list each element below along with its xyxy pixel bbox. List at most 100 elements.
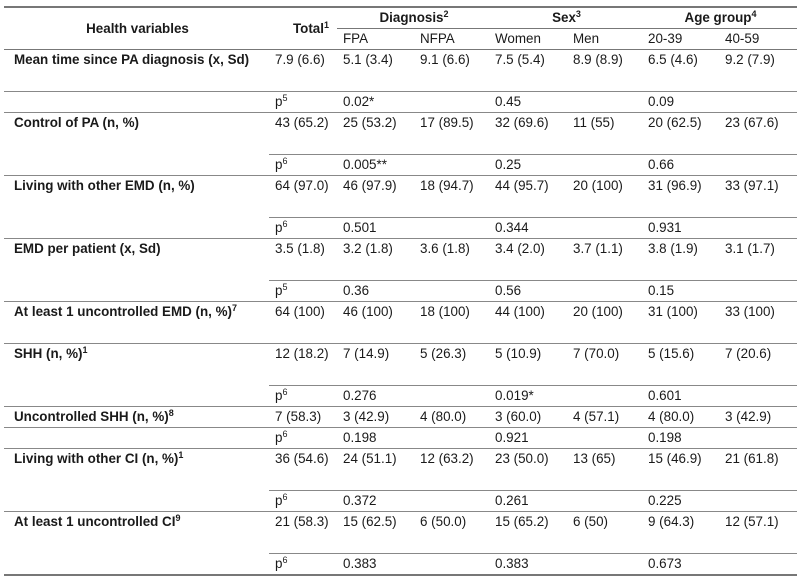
cell-value: 24 (51.1): [337, 448, 414, 491]
cell-value: 46 (100): [337, 301, 414, 344]
cell-value: 21 (61.8): [719, 448, 798, 491]
p-value-age: 0.198: [642, 427, 720, 449]
empty-cell: [4, 217, 269, 239]
row-label: At least 1 uncontrolled EMD (n, %)7: [4, 301, 269, 344]
empty-cell: [567, 154, 643, 176]
table-row: Mean time since PA diagnosis (x, Sd) 7.9 …: [4, 49, 798, 92]
empty-cell: [567, 91, 643, 113]
empty-cell: [567, 553, 643, 576]
p-label: p6: [269, 490, 337, 512]
empty-cell: [719, 553, 798, 576]
empty-cell: [567, 280, 643, 302]
p-value-sex: 0.019*: [489, 385, 568, 407]
p-value-age: 0.09: [642, 91, 720, 113]
cell-value: 7.5 (5.4): [489, 49, 568, 92]
p-value-sex: 0.344: [489, 217, 568, 239]
cell-value: 15 (62.5): [337, 511, 414, 554]
p-label: p6: [269, 154, 337, 176]
cell-value: 20 (100): [567, 175, 643, 218]
empty-cell: [4, 280, 269, 302]
cell-value: 33 (97.1): [719, 175, 798, 218]
cell-value: 9 (64.3): [642, 511, 720, 554]
subheader-nfpa: NFPA: [414, 28, 490, 50]
cell-value: 6.5 (4.6): [642, 49, 720, 92]
table-row: At least 1 uncontrolled CI9 21 (58.3) 15 (…: [4, 511, 798, 554]
header-sex: Sex3: [489, 6, 643, 29]
cell-value: 9.2 (7.9): [719, 49, 798, 92]
cell-value: 64 (100): [269, 301, 337, 344]
cell-value: 3.6 (1.8): [414, 238, 490, 281]
p-label: p6: [269, 553, 337, 576]
row-label: Living with other CI (n, %)1: [14, 450, 184, 467]
cell-value: 21 (58.3): [269, 511, 337, 554]
cell-value: 5 (15.6): [642, 343, 720, 386]
empty-cell: [4, 553, 269, 576]
empty-cell: [719, 490, 798, 512]
empty-cell: [719, 280, 798, 302]
cell-value: 5.1 (3.4): [337, 49, 414, 92]
row-label: EMD per patient (x, Sd): [14, 241, 161, 256]
table-row: Control of PA (n, %) 43 (65.2) 25 (53.2) 17…: [4, 112, 798, 155]
header-age-group: Age group4: [642, 6, 798, 29]
health-variables-table: Health variables Total1 Diagnosis2 Sex3 …: [4, 6, 798, 576]
empty-cell: [414, 217, 490, 239]
p-label: p6: [269, 385, 337, 407]
cell-value: 3.1 (1.7): [719, 238, 798, 281]
cell-value: 36 (54.6): [269, 448, 337, 491]
empty-cell: [414, 91, 490, 113]
p-value-row: p6 0.198 0.921 0.198: [4, 427, 798, 449]
cell-value: 8.9 (8.9): [567, 49, 643, 92]
header-diagnosis: Diagnosis2: [337, 6, 490, 29]
cell-value: 4 (80.0): [414, 406, 490, 428]
cell-value: 3.5 (1.8): [269, 238, 337, 281]
empty-cell: [567, 217, 643, 239]
empty-cell: [414, 490, 490, 512]
p-value-row: p6 0.372 0.261 0.225: [4, 490, 798, 512]
p-value-diagnosis: 0.005**: [337, 154, 414, 176]
cell-value: 31 (100): [642, 301, 720, 344]
empty-cell: [4, 91, 269, 113]
table-row: SHH (n, %)1 12 (18.2) 7 (14.9) 5 (26.3) 5 (1…: [4, 343, 798, 386]
p-value-diagnosis: 0.276: [337, 385, 414, 407]
cell-value: 23 (50.0): [489, 448, 568, 491]
empty-cell: [719, 91, 798, 113]
empty-cell: [719, 385, 798, 407]
p-value-row: p6 0.501 0.344 0.931: [4, 217, 798, 239]
empty-cell: [4, 427, 269, 449]
empty-cell: [414, 280, 490, 302]
cell-value: 7 (70.0): [567, 343, 643, 386]
cell-value: 3.8 (1.9): [642, 238, 720, 281]
cell-value: 20 (100): [567, 301, 643, 344]
cell-value: 23 (67.6): [719, 112, 798, 155]
cell-value: 3 (42.9): [337, 406, 414, 428]
row-label: Mean time since PA diagnosis (x, Sd): [4, 49, 269, 92]
cell-value: 7 (14.9): [337, 343, 414, 386]
cell-value: 15 (46.9): [642, 448, 720, 491]
p-label: p6: [269, 217, 337, 239]
empty-cell: [414, 385, 490, 407]
p-value-diagnosis: 0.198: [337, 427, 414, 449]
cell-value: 11 (55): [567, 112, 643, 155]
p-value-row: p5 0.02* 0.45 0.09: [4, 91, 798, 113]
p-value-sex: 0.56: [489, 280, 568, 302]
p-value-diagnosis: 0.372: [337, 490, 414, 512]
row-label: Living with other EMD (n, %): [14, 178, 195, 193]
cell-value: 46 (97.9): [337, 175, 414, 218]
cell-value: 3.2 (1.8): [337, 238, 414, 281]
row-label: At least 1 uncontrolled CI9: [14, 513, 181, 530]
subheader-age-40-59: 40-59: [719, 28, 798, 50]
p-value-age: 0.601: [642, 385, 720, 407]
cell-value: 25 (53.2): [337, 112, 414, 155]
cell-value: 15 (65.2): [489, 511, 568, 554]
cell-value: 32 (69.6): [489, 112, 568, 155]
p-value-sex: 0.25: [489, 154, 568, 176]
empty-cell: [719, 217, 798, 239]
cell-value: 7.9 (6.6): [269, 49, 337, 92]
cell-value: 5 (26.3): [414, 343, 490, 386]
p-value-row: p6 0.005** 0.25 0.66: [4, 154, 798, 176]
p-value-age: 0.673: [642, 553, 720, 576]
cell-value: 4 (80.0): [642, 406, 720, 428]
empty-cell: [567, 490, 643, 512]
empty-cell: [414, 427, 490, 449]
cell-value: 64 (97.0): [269, 175, 337, 218]
